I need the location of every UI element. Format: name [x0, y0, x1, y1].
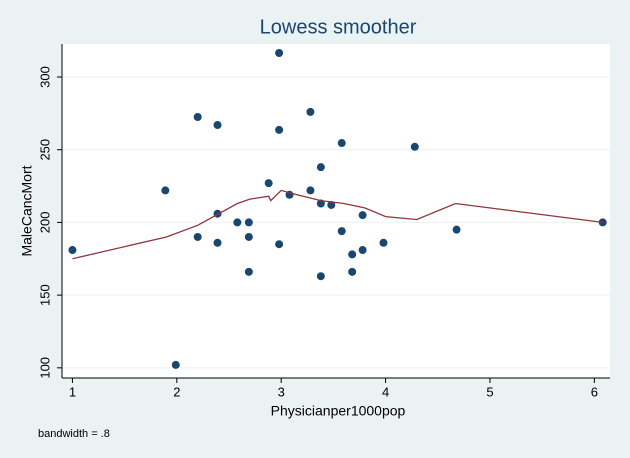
point [213, 238, 222, 247]
point [358, 211, 367, 220]
lowess-line [72, 189, 603, 260]
point [348, 267, 357, 276]
point [348, 250, 357, 259]
x-tick-label: 1 [69, 384, 76, 399]
y-tick-label: 300 [37, 66, 52, 88]
x-axis-label: Physicianper1000pop [271, 403, 406, 419]
x-tick-label: 6 [591, 384, 598, 399]
point [452, 225, 461, 234]
point [171, 360, 180, 369]
point [244, 232, 253, 241]
point [213, 120, 222, 129]
point [337, 139, 346, 148]
x-tick-label: 2 [173, 384, 180, 399]
chart-title: Lowess smoother [260, 16, 417, 38]
point [306, 107, 315, 116]
point [327, 200, 336, 209]
point [193, 232, 202, 241]
x-tick-label: 4 [382, 384, 389, 399]
point [306, 186, 315, 195]
point [410, 142, 419, 151]
point [233, 218, 242, 227]
point [358, 246, 367, 255]
point [316, 163, 325, 172]
point [244, 267, 253, 276]
point [193, 112, 202, 121]
point [264, 179, 273, 188]
y-axis-label: MaleCancMort [19, 165, 35, 256]
point [244, 218, 253, 227]
point [275, 240, 284, 249]
x-tick-label: 5 [486, 384, 493, 399]
point [68, 246, 77, 255]
x-tick-label: 3 [278, 384, 285, 399]
plot-area [62, 44, 610, 378]
note: bandwidth = .8 [38, 428, 110, 440]
point [379, 238, 388, 247]
y-tick-label: 150 [37, 284, 52, 306]
point [316, 272, 325, 281]
y-tick-label: 100 [37, 357, 52, 379]
point [161, 186, 170, 195]
point [275, 125, 284, 134]
point [275, 49, 284, 58]
y-tick-label: 250 [37, 139, 52, 161]
y-tick-label: 200 [37, 212, 52, 234]
point [337, 227, 346, 236]
